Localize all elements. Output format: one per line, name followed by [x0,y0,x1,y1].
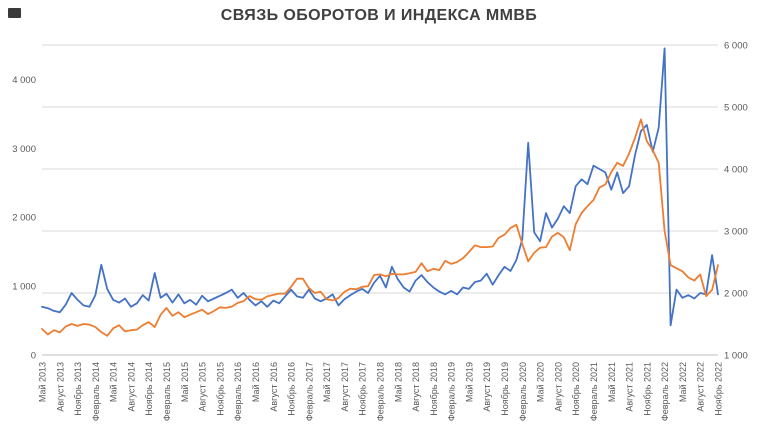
svg-text:Май 2013: Май 2013 [38,362,48,402]
x-axis-labels: Май 2013 Август 2013 Ноябрь 2013 Февраль 20… [38,362,724,421]
svg-text:3 000: 3 000 [724,227,748,238]
svg-text:Май 2020: Май 2020 [536,362,546,402]
series-line-mmvb-index [41,118,719,337]
svg-text:2 000: 2 000 [12,213,36,224]
svg-text:Май 2022: Май 2022 [678,362,688,402]
svg-text:Февраль 2021: Февраль 2021 [589,362,599,421]
svg-text:Февраль 2017: Февраль 2017 [304,362,314,421]
svg-text:Май 2014: Май 2014 [109,362,119,402]
svg-text:Август 2019: Август 2019 [482,362,492,412]
left-axis-labels: 0 1 000 2 000 3 000 4 000 [12,75,36,362]
svg-text:3 000: 3 000 [12,144,36,155]
svg-text:Ноябрь 2015: Ноябрь 2015 [215,362,225,416]
svg-text:Май 2019: Май 2019 [464,362,474,402]
svg-text:Август 2014: Август 2014 [126,362,136,412]
svg-text:Февраль 2015: Февраль 2015 [162,362,172,421]
svg-text:Август 2016: Август 2016 [269,362,279,412]
svg-text:Ноябрь 2022: Ноябрь 2022 [714,362,724,416]
svg-text:Ноябрь 2016: Ноябрь 2016 [287,362,297,416]
svg-text:Август 2020: Август 2020 [553,362,563,412]
svg-text:Ноябрь 2021: Ноябрь 2021 [642,362,652,416]
svg-text:6 000: 6 000 [724,41,748,52]
svg-text:Февраль 2018: Февраль 2018 [376,362,386,421]
chart-title: СВЯЗЬ ОБОРОТОВ И ИНДЕКСА ММВБ [220,7,538,24]
svg-text:Август 2017: Август 2017 [340,362,350,412]
svg-text:Ноябрь 2014: Ноябрь 2014 [144,362,154,416]
svg-text:Ноябрь 2017: Ноябрь 2017 [358,362,368,416]
svg-text:Февраль 2022: Февраль 2022 [660,362,670,421]
svg-text:Май 2021: Май 2021 [607,362,617,402]
svg-text:0: 0 [31,351,36,362]
svg-text:Август 2022: Август 2022 [696,362,706,412]
svg-text:1 000: 1 000 [724,351,748,362]
gridlines [42,44,718,356]
svg-text:Ноябрь 2020: Ноябрь 2020 [571,362,581,416]
svg-text:4 000: 4 000 [12,75,36,86]
svg-text:Февраль 2019: Февраль 2019 [447,362,457,421]
svg-text:Февраль 2016: Февраль 2016 [233,362,243,421]
right-axis-labels: 1 000 2 000 3 000 4 000 5 000 6 000 [724,41,748,362]
svg-text:1 000: 1 000 [12,282,36,293]
svg-text:Май 2015: Май 2015 [180,362,190,402]
svg-text:5 000: 5 000 [724,103,748,114]
svg-text:Ноябрь 2013: Ноябрь 2013 [73,362,83,416]
svg-text:Август 2018: Август 2018 [411,362,421,412]
svg-text:Ноябрь 2019: Ноябрь 2019 [500,362,510,416]
svg-text:Февраль 2020: Февраль 2020 [518,362,528,421]
svg-text:Август 2013: Август 2013 [55,362,65,412]
screen-corner-artifact [8,8,21,18]
svg-text:Май 2016: Май 2016 [251,362,261,402]
series-line-oboroty [41,47,719,327]
svg-text:Август 2015: Август 2015 [198,362,208,412]
svg-text:Август 2021: Август 2021 [625,362,635,412]
svg-text:Май 2017: Май 2017 [322,362,332,402]
svg-text:4 000: 4 000 [724,165,748,176]
svg-text:Февраль 2014: Февраль 2014 [91,362,101,421]
svg-text:Ноябрь 2018: Ноябрь 2018 [429,362,439,416]
svg-text:Май 2018: Май 2018 [393,362,403,402]
svg-text:2 000: 2 000 [724,289,748,300]
